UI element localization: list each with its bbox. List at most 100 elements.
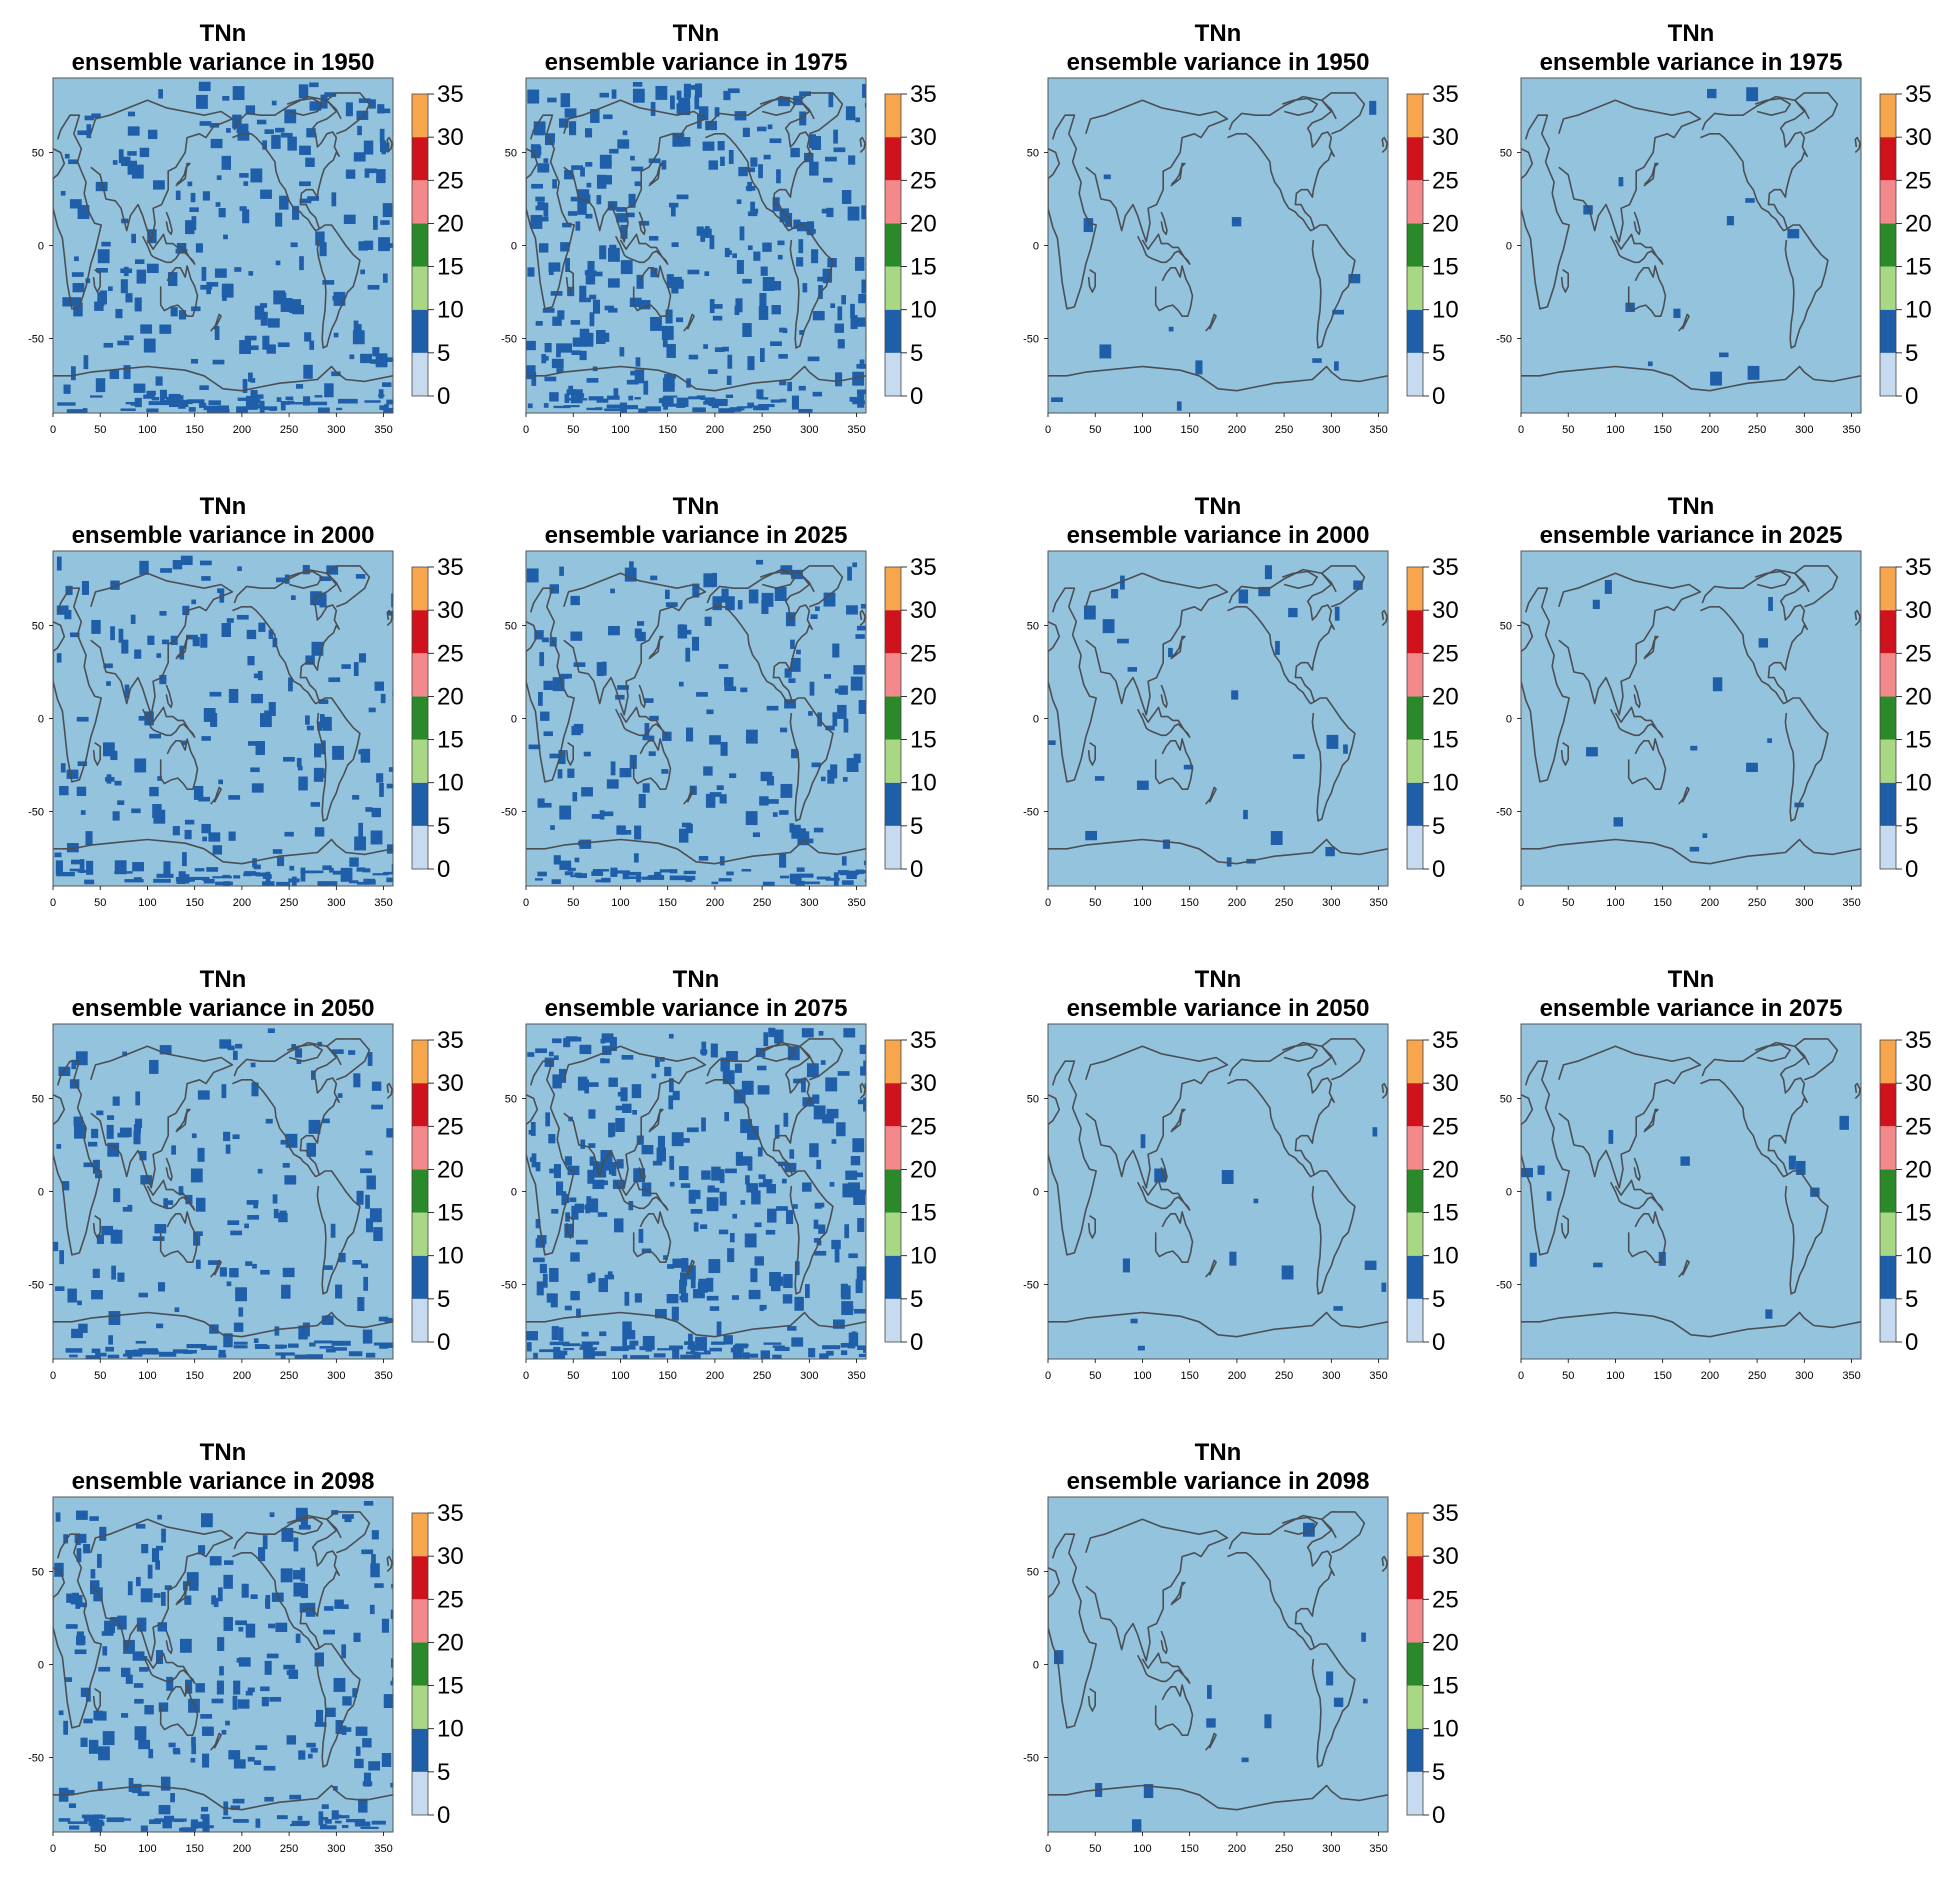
variance-cell: [794, 1296, 804, 1311]
variance-cell: [569, 121, 577, 136]
variance-cell: [114, 871, 133, 874]
variance-cell: [91, 619, 101, 634]
variance-cell: [561, 1193, 570, 1204]
variance-cell: [247, 1756, 255, 1762]
colorbar-segment: [1407, 1212, 1423, 1256]
variance-cell: [167, 272, 178, 287]
coastline: [1700, 568, 1809, 705]
variance-cell: [280, 1568, 293, 1583]
variance-cell: [863, 1060, 866, 1070]
variance-cell: [376, 169, 386, 184]
variance-cell: [233, 1680, 241, 1695]
colorbar-segment: [412, 223, 428, 267]
variance-cell: [845, 1170, 858, 1180]
variance-cell: [317, 721, 322, 731]
variance-cell: [235, 1287, 247, 1302]
variance-cell: [1243, 809, 1248, 820]
variance-cell: [1546, 1191, 1552, 1201]
coastline: [1560, 269, 1569, 293]
variance-cell: [577, 189, 590, 199]
x-tick-label: 150: [1653, 424, 1671, 436]
coastline: [1643, 635, 1659, 660]
variance-cell: [793, 1078, 803, 1084]
variance-cell: [719, 1169, 725, 1184]
coastline: [175, 635, 191, 660]
variance-cell: [334, 1599, 344, 1609]
variance-cell: [297, 1815, 303, 1821]
variance-cell: [1788, 1155, 1796, 1170]
variance-cell: [619, 347, 625, 357]
x-tick-label: 100: [1133, 897, 1151, 909]
variance-cell: [790, 639, 795, 649]
variance-cell: [185, 220, 195, 235]
variance-cell: [1710, 371, 1722, 386]
variance-cell: [719, 794, 727, 804]
variance-cell: [859, 1044, 866, 1055]
variance-cell: [668, 202, 679, 208]
coastline: [1754, 1043, 1792, 1062]
variance-cell: [260, 311, 268, 326]
variance-cell: [539, 1349, 554, 1353]
variance-cell: [703, 400, 716, 405]
map-panel: TNn ensemble variance in 2075 0 50 100 150 200…: [1486, 958, 1946, 1418]
variance-cell: [573, 662, 586, 667]
variance-cell: [196, 1197, 206, 1212]
variance-cell: [90, 1569, 96, 1579]
variance-cell: [602, 1045, 612, 1056]
variance-cell: [155, 1560, 160, 1570]
variance-cell: [251, 1082, 259, 1097]
variance-cell: [56, 1144, 62, 1149]
coastline: [210, 1259, 222, 1278]
variance-cell: [1131, 1819, 1142, 1832]
variance-cell: [80, 810, 86, 815]
variance-cell: [769, 281, 782, 291]
variance-cell: [78, 1323, 88, 1333]
variance-cell: [168, 402, 189, 408]
coastline: [90, 99, 234, 243]
colorbar-segment: [885, 352, 901, 396]
variance-cell: [567, 867, 576, 871]
colorbar-tick-label: 15: [910, 254, 937, 281]
variance-cell: [143, 394, 155, 399]
variance-cell: [853, 1191, 866, 1206]
variance-cell: [544, 684, 552, 690]
variance-cell: [750, 157, 758, 167]
variance-cell: [774, 1029, 784, 1044]
variance-cell: [341, 664, 351, 669]
variance-cell: [802, 283, 808, 293]
variance-cell: [133, 383, 146, 393]
variance-cell: [712, 596, 722, 611]
variance-cell: [290, 595, 296, 600]
variance-cell: [672, 1258, 682, 1268]
variance-cell: [136, 269, 147, 284]
variance-cell: [760, 1350, 771, 1359]
variance-cell: [687, 269, 700, 275]
variance-cell: [825, 1077, 838, 1092]
variance-cell: [331, 1049, 344, 1054]
variance-cell: [201, 266, 207, 281]
variance-cell: [219, 1666, 224, 1676]
variance-cell: [672, 132, 685, 147]
variance-cell: [134, 297, 142, 312]
coastline: [1381, 1555, 1388, 1572]
map-panel: TNn ensemble variance in 2098 0 50 100 150 200…: [18, 1431, 478, 1891]
variance-cell: [253, 864, 261, 870]
variance-cell: [710, 1043, 718, 1058]
variance-cell: [796, 257, 804, 267]
map-panel: TNn ensemble variance in 1950 0 50 100 150 200…: [1013, 12, 1473, 472]
coastline: [90, 1045, 234, 1189]
colorbar-segment: [1880, 94, 1896, 138]
variance-cell: [250, 378, 256, 383]
variance-cell: [666, 274, 674, 289]
field-background: [1521, 1024, 1861, 1359]
panel-title: TNn: [200, 493, 247, 520]
variance-cell: [236, 406, 248, 413]
variance-cell: [638, 1228, 644, 1243]
variance-cell: [338, 398, 358, 404]
variance-cell: [83, 1544, 91, 1554]
colorbar-frame: [411, 1512, 429, 1816]
x-tick-label: 100: [1606, 897, 1624, 909]
variance-cell: [296, 1059, 302, 1065]
variance-cell: [564, 393, 570, 403]
